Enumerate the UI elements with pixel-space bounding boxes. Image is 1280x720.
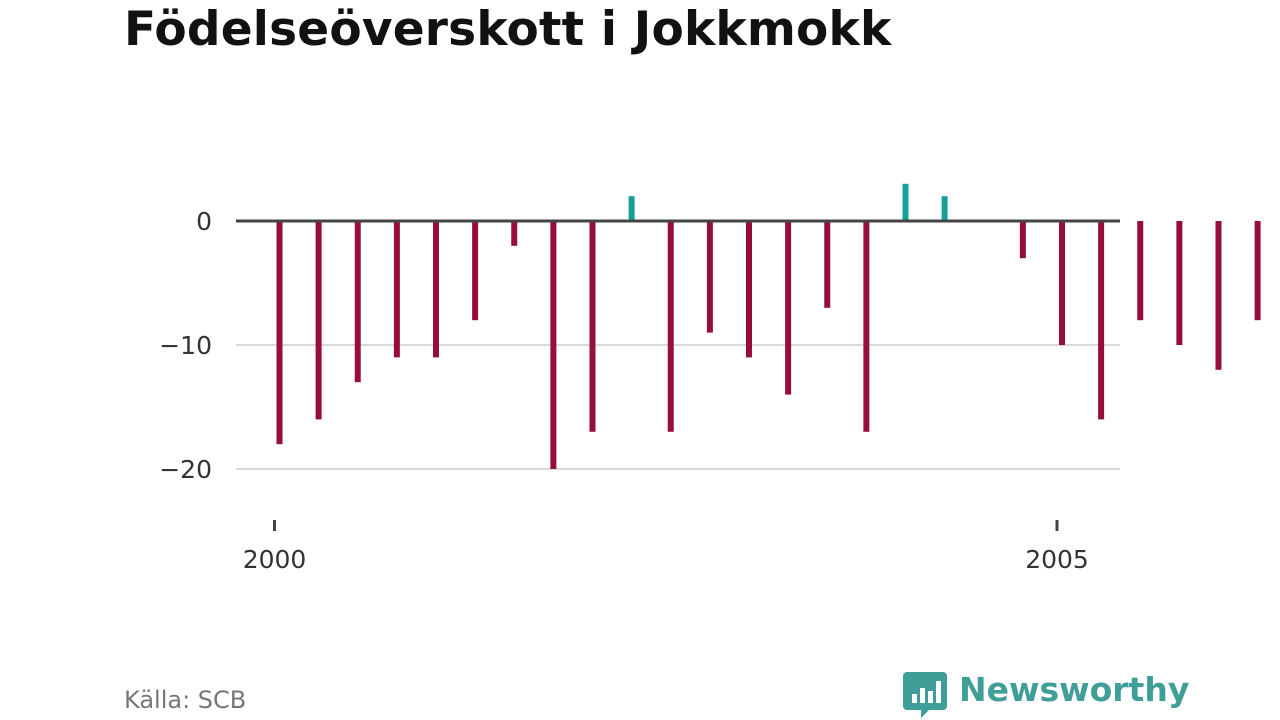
chart-title: Födelseöverskott i Jokkmokk (124, 2, 892, 57)
bar (706, 221, 713, 333)
bar (746, 221, 752, 358)
bar (863, 221, 870, 432)
x-tick-label: 2005 (1025, 545, 1089, 574)
bar (511, 221, 518, 246)
bar (393, 221, 400, 358)
bar (589, 221, 596, 432)
newsworthy-logo-text: Newsworthy (959, 670, 1190, 709)
y-tick-label: 0 (196, 207, 212, 236)
bar (315, 221, 322, 420)
bar (667, 221, 674, 432)
bar (1215, 221, 1222, 370)
bar (785, 221, 792, 395)
bar (433, 221, 439, 358)
bar (276, 221, 283, 445)
newsworthy-logo-icon (903, 672, 947, 718)
bar (1098, 221, 1105, 420)
bar (550, 221, 557, 469)
bars (276, 183, 1261, 469)
bar (1019, 221, 1026, 259)
bar (941, 196, 948, 221)
source-note: Källa: SCB (124, 686, 247, 714)
grid-lines (236, 344, 1120, 470)
bar (824, 221, 831, 308)
bar (1254, 221, 1261, 321)
bar (1176, 221, 1183, 345)
bar (1059, 221, 1065, 345)
bar (902, 183, 909, 221)
y-tick-label: −10 (159, 331, 212, 360)
axes: 0−10−20200020052010201520202025 (159, 207, 1120, 574)
bar (1137, 221, 1144, 321)
bar (628, 196, 635, 221)
bar-chart: 0−10−20200020052010201520202025 (159, 183, 1261, 574)
bar (472, 221, 479, 321)
bar (354, 221, 361, 383)
y-tick-label: −20 (159, 455, 212, 484)
x-tick-label: 2000 (243, 545, 307, 574)
